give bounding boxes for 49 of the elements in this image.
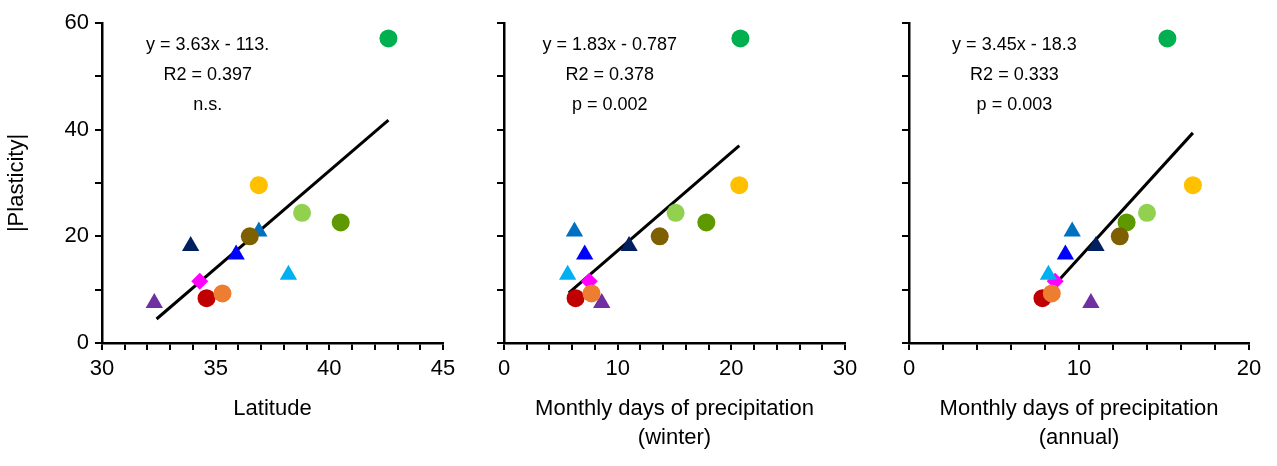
annotation: y = 3.63x - 113. (146, 33, 270, 54)
y-tick-label: 40 (64, 115, 89, 141)
x-axis-title: Latitude (233, 394, 312, 420)
point (566, 289, 585, 308)
x-tick-label: 20 (1236, 355, 1262, 381)
point (213, 284, 232, 303)
x-tick-label: 20 (719, 355, 744, 381)
annotation: p = 0.002 (571, 93, 648, 114)
point (1117, 213, 1136, 232)
x-tick-label: 30 (832, 355, 858, 381)
annotation: p = 0.003 (976, 93, 1053, 114)
point (191, 272, 209, 290)
point (1042, 284, 1061, 303)
y-tick-label: 60 (64, 9, 89, 35)
x-tick-label: 40 (317, 355, 342, 381)
annotation: n.s. (193, 93, 223, 114)
point (293, 203, 312, 222)
annotation: y = 1.83x - 0.787 (542, 33, 678, 54)
x-tick-label: 35 (203, 355, 228, 381)
point (379, 29, 398, 48)
point (730, 176, 749, 195)
x-tick-label: 10 (605, 355, 630, 381)
point (582, 284, 601, 303)
point (666, 203, 685, 222)
y-tick-label: 0 (76, 329, 89, 355)
x-axis-title: Monthly days of precipitation (annual) (939, 395, 1219, 449)
point (331, 213, 350, 232)
point (197, 289, 216, 308)
x-tick-label: 0 (902, 355, 916, 381)
point (249, 176, 268, 195)
annotation: R2 = 0.378 (565, 63, 654, 84)
point (697, 213, 716, 232)
x-tick-label: 30 (89, 355, 115, 381)
x-axis-title: Monthly days of precipitation (winter) (535, 395, 814, 449)
point (1138, 203, 1156, 222)
y-tick-label: 20 (64, 222, 89, 248)
annotation: R2 = 0.397 (163, 63, 252, 84)
x-tick-label: 45 (430, 355, 456, 381)
point (1158, 29, 1177, 48)
point (240, 227, 259, 246)
x-tick-label: 0 (497, 355, 511, 381)
point (731, 29, 750, 48)
point (1110, 227, 1129, 246)
annotation: R2 = 0.333 (970, 63, 1059, 84)
point (650, 227, 669, 246)
point (1183, 176, 1202, 195)
y-axis-title: |Plasticity| (3, 133, 29, 233)
annotation: y = 3.45x - 18.3 (952, 33, 1077, 54)
x-tick-label: 10 (1066, 355, 1092, 381)
